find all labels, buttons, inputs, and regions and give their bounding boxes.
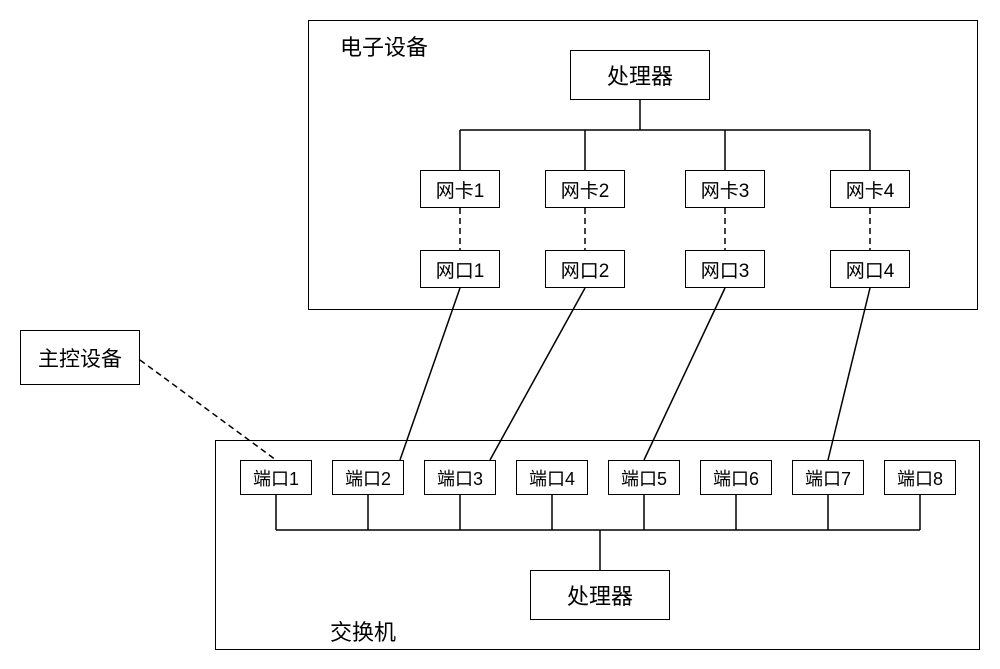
electronic-device-label: 电子设备 (340, 30, 428, 62)
switch-port-6-text: 端口6 (713, 465, 759, 491)
netport-1-text: 网口1 (436, 256, 485, 283)
nic-3-text: 网卡3 (701, 176, 750, 203)
switch-port-6: 端口6 (700, 460, 772, 495)
netport-3-text: 网口3 (701, 256, 750, 283)
switch-port-4: 端口4 (516, 460, 588, 495)
processor-top: 处理器 (570, 50, 710, 100)
nic-4: 网卡4 (830, 170, 910, 208)
nic-2: 网卡2 (545, 170, 625, 208)
switch-port-4-text: 端口4 (529, 465, 575, 491)
switch-port-8-text: 端口8 (897, 465, 943, 491)
processor-bottom: 处理器 (530, 570, 670, 620)
netport-2-text: 网口2 (561, 256, 610, 283)
netport-3: 网口3 (685, 250, 765, 288)
netport-4-text: 网口4 (846, 256, 895, 283)
switch-port-1-text: 端口1 (253, 465, 299, 491)
nic-2-text: 网卡2 (561, 176, 610, 203)
switch-port-2-text: 端口2 (345, 465, 391, 491)
switch-label: 交换机 (330, 615, 396, 647)
switch-port-2: 端口2 (332, 460, 404, 495)
master-control-text: 主控设备 (38, 343, 122, 373)
switch-port-8: 端口8 (884, 460, 956, 495)
processor-bottom-text: 处理器 (567, 579, 633, 611)
switch-port-5-text: 端口5 (621, 465, 667, 491)
nic-1-text: 网卡1 (436, 176, 485, 203)
switch-port-1: 端口1 (240, 460, 312, 495)
master-control-device: 主控设备 (20, 330, 140, 385)
processor-top-text: 处理器 (607, 59, 673, 91)
switch-port-3: 端口3 (424, 460, 496, 495)
nic-4-text: 网卡4 (846, 176, 895, 203)
nic-3: 网卡3 (685, 170, 765, 208)
switch-port-7: 端口7 (792, 460, 864, 495)
netport-4: 网口4 (830, 250, 910, 288)
netport-1: 网口1 (420, 250, 500, 288)
switch-port-5: 端口5 (608, 460, 680, 495)
switch-port-3-text: 端口3 (437, 465, 483, 491)
netport-2: 网口2 (545, 250, 625, 288)
switch-port-7-text: 端口7 (805, 465, 851, 491)
nic-1: 网卡1 (420, 170, 500, 208)
